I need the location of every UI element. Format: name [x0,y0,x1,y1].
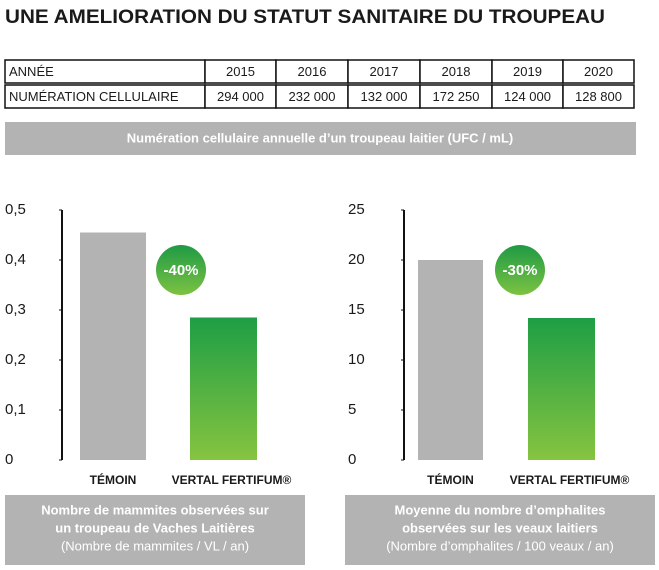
y-tick-label: 5 [348,401,356,418]
y-tick-label: 0,1 [5,401,26,418]
banner-text: Numération cellulaire annuelle d’un trou… [127,130,513,145]
table-text: NUMÉRATION CELLULAIRE [9,89,179,104]
caption-line: un troupeau de Vaches Laitières [55,520,254,535]
y-tick-label: 10 [348,351,365,368]
table-text: 2016 [298,64,327,79]
caption-bg [5,495,305,565]
caption-line: Moyenne du nombre d’omphalites [395,502,606,517]
caption-bg [345,495,655,565]
x-category-label: TÉMOIN [90,472,137,487]
y-tick-label: 15 [348,301,365,318]
table-text: 294 000 [217,89,264,104]
caption-line: observées sur les veaux laitiers [402,520,598,535]
table-text: 124 000 [504,89,551,104]
caption-line: (Nombre d’omphalites / 100 veaux / an) [386,538,614,553]
caption-line: (Nombre de mammites / VL / an) [61,538,249,553]
table-text: 2019 [513,64,542,79]
table-cell [562,59,635,84]
x-category-label: VERTAL FERTIFUM® [510,473,630,487]
table-cell [562,84,635,109]
y-tick-label: 0 [348,451,356,468]
badge-text: -40% [163,262,198,279]
table-text: ANNÉE [9,64,54,79]
table-text: 132 000 [361,89,408,104]
table-text: 2015 [226,64,255,79]
y-tick-label: 0,4 [5,251,26,268]
table-text: 2020 [584,64,613,79]
badge-text: -30% [502,262,537,279]
page-title: UNE AMELIORATION DU STATUT SANITAIRE DU … [5,7,605,28]
banner-bg [5,122,636,155]
x-category-label: VERTAL FERTIFUM® [172,473,292,487]
table-text: 128 800 [575,89,622,104]
badge [495,245,545,295]
badge [156,245,206,295]
bar [80,232,146,460]
bar [528,318,595,460]
caption-line: Nombre de mammites observées sur [41,502,269,517]
y-tick-label: 20 [348,251,365,268]
table-text: 232 000 [289,89,336,104]
y-tick-label: 25 [348,201,365,218]
bar [190,317,257,460]
bar [418,260,483,460]
y-tick-label: 0 [5,451,13,468]
y-tick-label: 0,2 [5,351,26,368]
y-tick-label: 0,5 [5,201,26,218]
x-category-label: TÉMOIN [427,472,474,487]
table-text: 2017 [370,64,399,79]
y-tick-label: 0,3 [5,301,26,318]
table-text: 172 250 [433,89,480,104]
table-text: 2018 [442,64,471,79]
